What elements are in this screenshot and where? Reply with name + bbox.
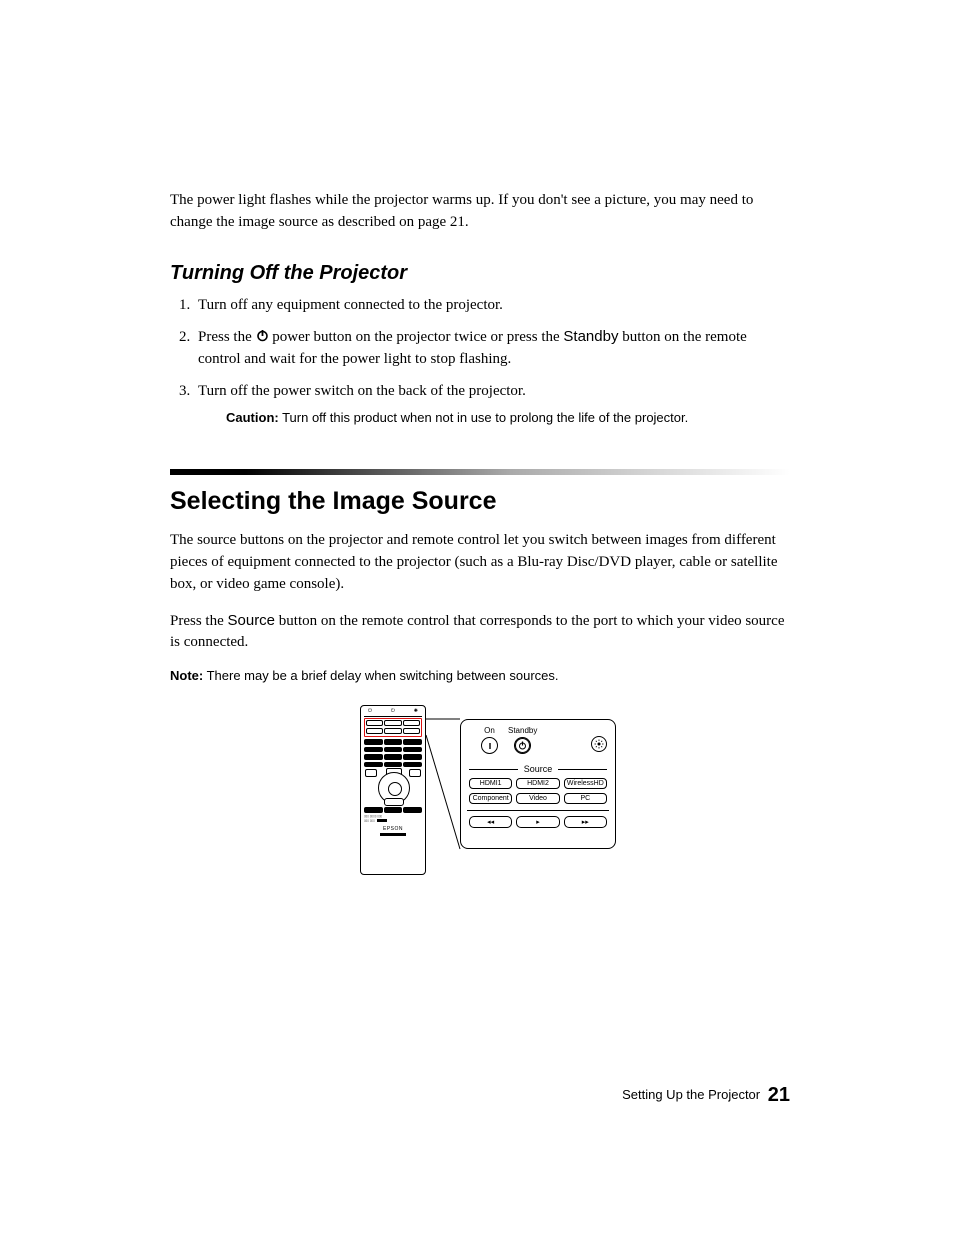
remote-pill	[384, 720, 401, 726]
remote-side-button	[409, 769, 421, 777]
source-label: Source	[524, 764, 553, 774]
remote-logo-bar	[380, 833, 406, 836]
remote-on-icon: ⏻	[368, 709, 372, 714]
remote-standby-icon: ⏻	[391, 709, 395, 714]
callout-leader-lines	[426, 715, 460, 716]
caution-text: Turn off this product when not in use to…	[279, 410, 689, 425]
turning-off-heading: Turning Off the Projector	[170, 262, 790, 285]
callout-divider	[467, 810, 609, 811]
remote-enter-button	[388, 782, 402, 796]
standby-label-callout: Standby	[508, 726, 537, 735]
step-2-text-a: Press the	[198, 329, 256, 345]
remote-pill	[403, 728, 420, 734]
remote-source-row-2	[366, 728, 420, 734]
remote-control: ⏻ ⏻ ✺	[360, 705, 426, 875]
footer-text: Setting Up the Projector	[622, 1087, 760, 1102]
hdmi1-button: HDMI1	[469, 778, 512, 789]
power-icon	[256, 328, 269, 341]
remote-top-row: ⏻ ⏻ ✺	[364, 709, 422, 715]
body-paragraph-2: Press the Source button on the remote co…	[170, 610, 790, 655]
on-label: On	[481, 726, 498, 735]
remote-divider	[364, 716, 422, 717]
turning-off-steps: Turn off any equipment connected to the …	[170, 295, 790, 428]
remote-tiny-text: ▯▯▯ ▯▯▯	[364, 819, 422, 823]
illumination-button-group	[591, 736, 607, 752]
note: Note: There may be a brief delay when sw…	[170, 668, 790, 683]
play-button: ▸	[516, 816, 559, 828]
standby-button	[514, 737, 531, 754]
video-button: Video	[516, 793, 559, 804]
remote-side-button	[365, 769, 377, 777]
remote-brand-logo: EPSON	[364, 826, 422, 832]
page: The power light flashes while the projec…	[0, 0, 954, 1235]
remote-pill	[366, 720, 383, 726]
intro-paragraph: The power light flashes while the projec…	[170, 190, 790, 234]
remote-pill	[384, 728, 401, 734]
source-row-2: Component Video PC	[469, 793, 607, 804]
step-2: Press the power button on the projector …	[194, 326, 790, 371]
remote-source-highlight	[364, 718, 422, 737]
page-number: 21	[768, 1084, 790, 1106]
source-line-right	[558, 769, 607, 770]
remote-pill	[366, 728, 383, 734]
note-text: There may be a brief delay when switchin…	[203, 668, 558, 683]
body-p2-a: Press the	[170, 613, 228, 629]
content-column: The power light flashes while the projec…	[170, 190, 790, 885]
step-2-text-b: power button on the projector twice or p…	[269, 329, 564, 345]
section-divider	[170, 469, 790, 475]
remote-light-icon: ✺	[414, 709, 418, 714]
remote-lower-rows	[364, 807, 422, 813]
remote-figure: ⏻ ⏻ ✺	[360, 705, 620, 885]
page-footer: Setting Up the Projector 21	[622, 1084, 790, 1107]
source-label-inline: Source	[228, 612, 276, 629]
note-label: Note:	[170, 668, 203, 683]
standby-label: Standby	[563, 328, 618, 345]
step-3: Turn off the power switch on the back of…	[194, 381, 790, 428]
remote-dpad	[364, 769, 422, 805]
source-label-row: Source	[469, 764, 607, 774]
body-paragraph-1: The source buttons on the projector and …	[170, 530, 790, 595]
step-1: Turn off any equipment connected to the …	[194, 295, 790, 317]
caution-note: Caution: Turn off this product when not …	[226, 409, 790, 428]
rewind-button: ◂◂	[469, 816, 512, 828]
callout-top-row: On Standby	[469, 726, 607, 754]
transport-row: ◂◂ ▸ ▸▸	[469, 816, 607, 828]
source-line-left	[469, 769, 518, 770]
remote-pill	[403, 720, 420, 726]
pc-button: PC	[564, 793, 607, 804]
hdmi2-button: HDMI2	[516, 778, 559, 789]
remote-mid-rows	[364, 739, 422, 767]
on-button-group: On	[481, 726, 498, 754]
wirelesshd-button: WirelessHD	[564, 778, 607, 789]
on-button	[481, 737, 498, 754]
component-button: Component	[469, 793, 512, 804]
step-3-text: Turn off the power switch on the back of…	[198, 383, 526, 399]
illumination-button	[591, 736, 607, 752]
remote-menu-button	[384, 798, 404, 806]
remote-source-row-1	[366, 720, 420, 726]
fastforward-button: ▸▸	[564, 816, 607, 828]
selecting-image-source-heading: Selecting the Image Source	[170, 487, 790, 516]
source-row-1: HDMI1 HDMI2 WirelessHD	[469, 778, 607, 789]
remote-tiny-text: ▯▯▯ ▯▯▯▯ ▯▯▯	[364, 815, 422, 819]
callout-panel: On Standby	[460, 719, 616, 849]
standby-button-group: Standby	[508, 726, 537, 754]
caution-label: Caution:	[226, 410, 279, 425]
